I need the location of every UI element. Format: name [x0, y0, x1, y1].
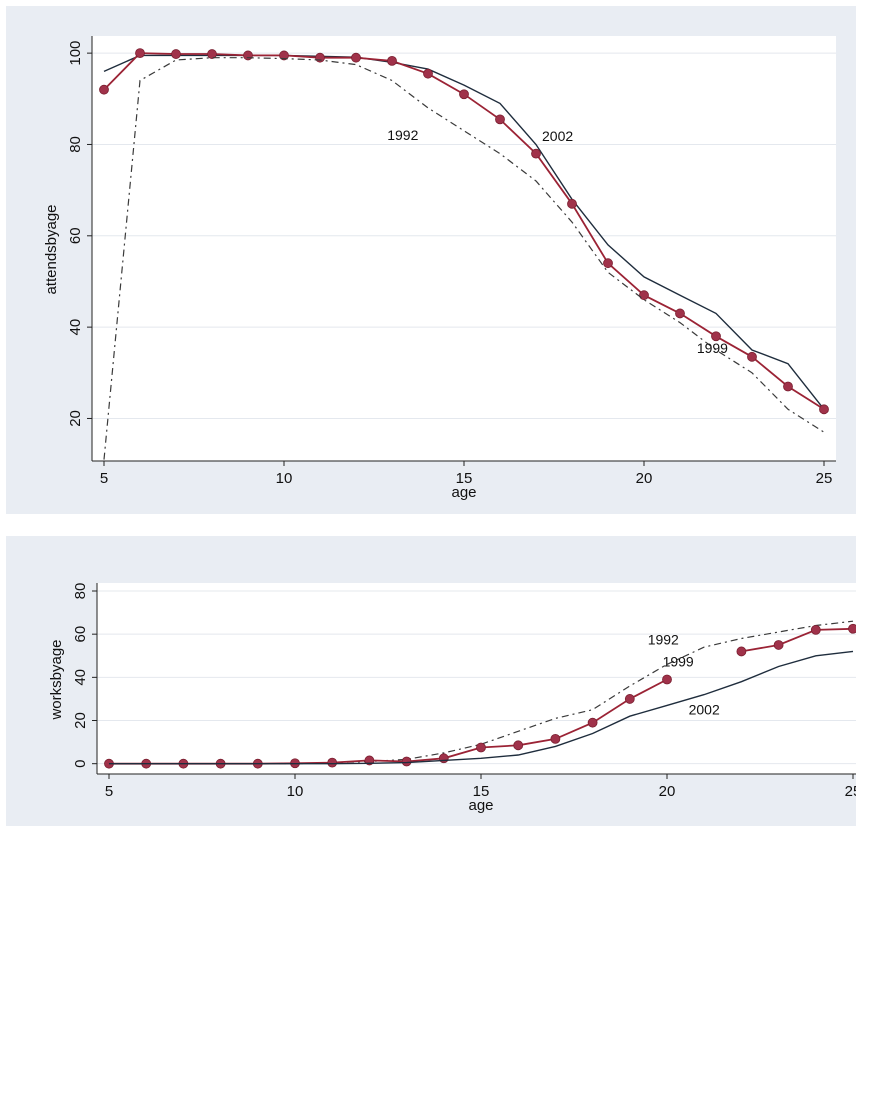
plot-area: [97, 583, 856, 774]
x-tick-label: 15: [456, 470, 473, 487]
data-point-1999: [351, 52, 361, 63]
y-tick-label: 20: [67, 410, 84, 427]
data-point-1999: [567, 198, 577, 209]
data-point-1999: [279, 50, 289, 61]
data-point-1999: [423, 68, 433, 79]
data-point-1999: [315, 52, 325, 63]
data-point-1999: [171, 49, 181, 59]
data-point-1999: [327, 757, 338, 768]
chart-panel-works: 0 20 40 60 80 5 10 15 20 25 age worksbyage 1992 1999 2…: [6, 536, 856, 826]
x-tick-label: 15: [473, 783, 490, 800]
series-annotation: 1999: [697, 340, 728, 356]
data-point-1999: [848, 623, 856, 634]
x-tick-label: 20: [636, 470, 653, 487]
data-point-1999: [587, 717, 598, 728]
y-tick-label: 80: [72, 583, 89, 600]
y-tick-label: 60: [72, 626, 89, 643]
y-axis-title: worksbyage: [48, 639, 65, 720]
series-line-2002: [109, 650, 854, 765]
data-point-1999: [603, 258, 613, 269]
data-point-1999: [773, 640, 784, 650]
works-chart: 0 20 40 60 80 5 10 15 20 25 age worksbyage 1992 1999 2…: [48, 583, 856, 814]
data-point-1999: [819, 404, 829, 415]
data-point-1999: [810, 624, 821, 635]
series-annotation: 1992: [648, 632, 679, 648]
data-point-1999: [675, 308, 685, 319]
data-point-1999: [135, 48, 145, 59]
y-tick-label: 20: [72, 712, 89, 729]
data-point-1999: [438, 753, 449, 764]
data-point-1999: [639, 290, 649, 301]
series-annotation: 2002: [542, 128, 573, 144]
data-point-1999: [459, 89, 469, 100]
y-tick-label: 80: [67, 136, 84, 153]
series-line-1992: [103, 57, 825, 460]
x-axis-title: age: [468, 797, 493, 814]
series-annotation: 1999: [663, 653, 694, 669]
x-tick-label: 5: [100, 470, 108, 487]
x-tick-label: 10: [287, 783, 304, 800]
x-axis-title: age: [451, 484, 476, 501]
x-tick-label: 25: [816, 470, 833, 487]
x-tick-label: 20: [659, 783, 676, 800]
attends-chart: 20 40 60 80 100 5 10 15 20 25 age attendsbyage 1992 2…: [43, 36, 836, 501]
data-point-1999: [99, 84, 109, 95]
data-point-1999: [747, 351, 757, 362]
data-point-1999: [531, 148, 541, 159]
data-point-1999: [401, 756, 412, 767]
x-tick-label: 10: [276, 470, 293, 487]
data-point-1999: [495, 114, 505, 125]
data-point-1999: [662, 674, 672, 685]
data-point-1999: [783, 381, 793, 392]
data-point-1999: [513, 740, 524, 751]
series-annotation: 2002: [689, 701, 720, 717]
data-point-1999: [476, 742, 486, 753]
y-tick-label: 0: [72, 760, 89, 768]
y-tick-label: 60: [67, 227, 84, 244]
data-point-1999: [711, 331, 721, 342]
data-point-1999: [550, 733, 561, 744]
series-line-2002: [103, 54, 825, 410]
data-point-1999: [624, 694, 635, 704]
chart-panel-attends: 20 40 60 80 100 5 10 15 20 25 age attendsbyage 1992 2…: [6, 6, 856, 514]
data-point-1999: [243, 50, 253, 61]
x-tick-label: 25: [845, 783, 856, 800]
y-tick-label: 40: [72, 669, 89, 686]
y-axis-title: attendsbyage: [43, 204, 60, 294]
data-point-1999: [207, 49, 217, 59]
plot-area: [92, 36, 836, 461]
data-point-1999: [387, 55, 397, 66]
series-annotation: 1992: [387, 127, 418, 143]
data-point-1999: [736, 646, 747, 657]
y-tick-label: 40: [67, 319, 84, 336]
y-tick-label: 100: [67, 41, 84, 66]
x-tick-label: 5: [105, 783, 113, 800]
